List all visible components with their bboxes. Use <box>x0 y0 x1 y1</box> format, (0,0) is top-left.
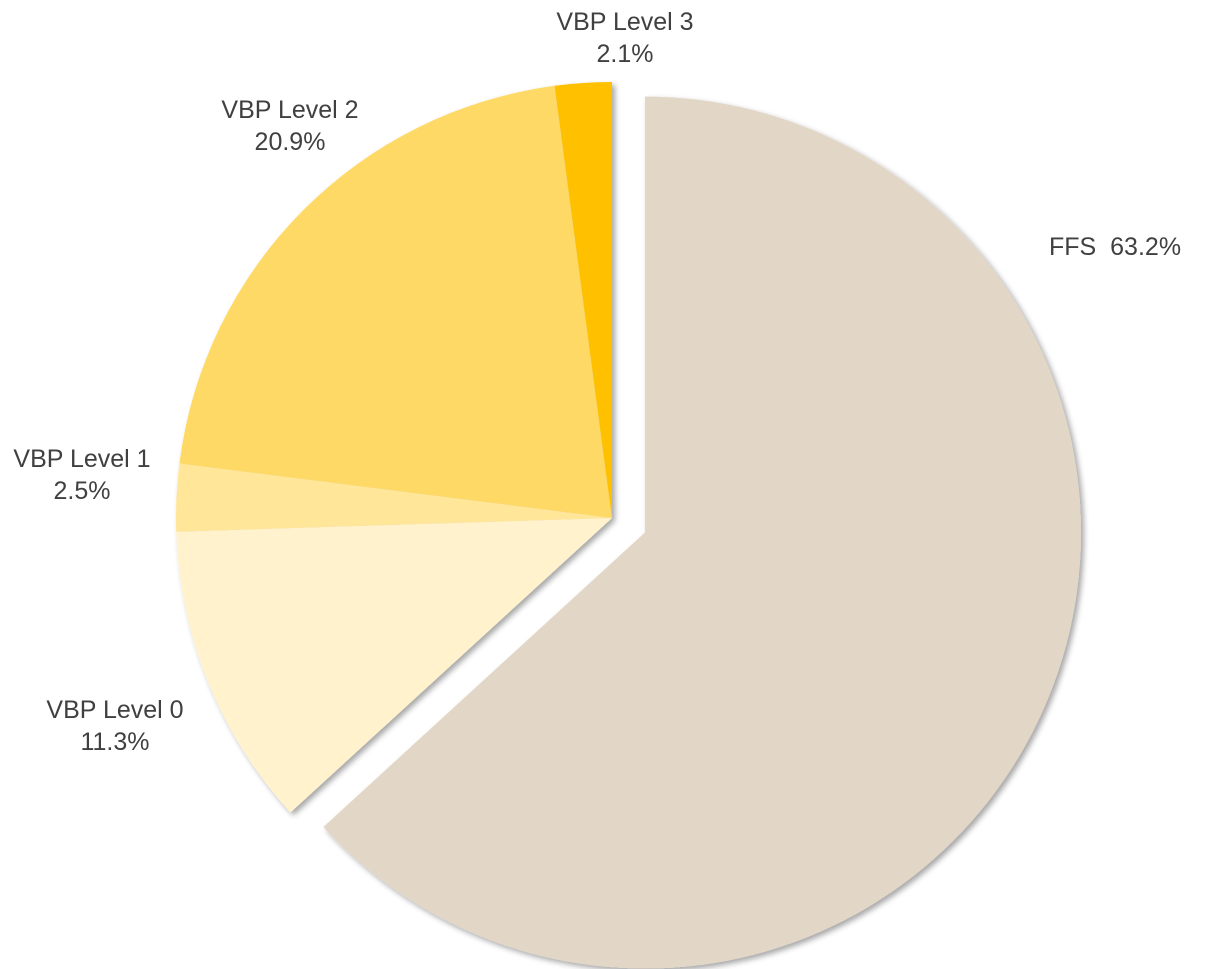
slice-label-value: 2.1% <box>597 40 654 68</box>
slice-label-name: VBP Level 0 <box>46 696 183 724</box>
labels: FFS 63.2%VBP Level 0 11.3%VBP Level 1 2.5%V… <box>13 8 1181 756</box>
slice-label-name: FFS <box>1049 233 1096 261</box>
pie <box>176 82 1081 969</box>
slice-label-value: 20.9% <box>255 128 326 156</box>
pie-slice <box>176 463 612 532</box>
slice-label-value: 2.5% <box>54 477 111 505</box>
slice-label-name: VBP Level 1 <box>13 445 150 473</box>
pie-slice <box>554 82 612 518</box>
slice-label: VBP Level 3 2.1% <box>556 8 693 68</box>
slice-label-value: 63.2% <box>1110 233 1181 261</box>
slice-label-value: 11.3% <box>80 728 149 756</box>
slice-label: VBP Level 2 20.9% <box>221 96 358 156</box>
slice-label-name: VBP Level 3 <box>556 8 693 36</box>
slice-label: VBP Level 0 11.3% <box>46 696 183 756</box>
slice-label: FFS 63.2% <box>1049 233 1181 261</box>
pie-slice <box>176 518 612 813</box>
pie-slice <box>179 85 612 519</box>
slice-label-name: VBP Level 2 <box>221 96 358 124</box>
slice-label: VBP Level 1 2.5% <box>13 445 150 505</box>
pie-slice <box>323 96 1081 969</box>
